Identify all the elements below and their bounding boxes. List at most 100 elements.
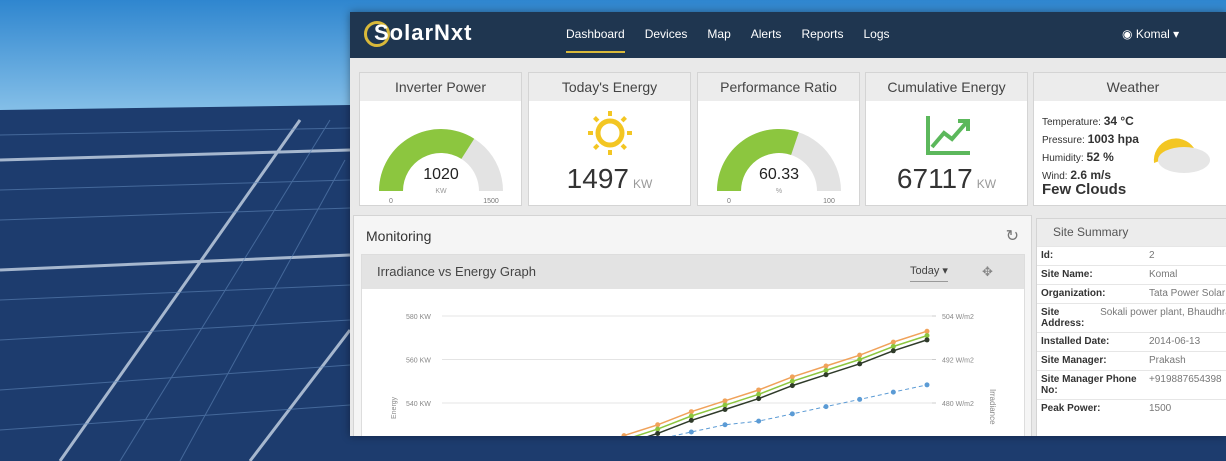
summary-value: 2014-06-13 — [1149, 336, 1201, 347]
summary-value: 1500 — [1149, 403, 1172, 414]
summary-label: Organization: — [1041, 288, 1106, 299]
summary-label: Site Address: — [1041, 307, 1085, 329]
series-line — [670, 384, 928, 436]
series-point — [655, 422, 661, 428]
y-tick-label: 560 KW — [406, 358, 431, 365]
summary-rows: Id: 2 Site Name: Komal Organization: Tata Pow… — [1037, 246, 1226, 418]
series-point — [722, 422, 728, 428]
value: 1497 — [566, 163, 629, 194]
range-select[interactable]: Today ▾ — [910, 261, 948, 282]
weather-value: 2.6 m/s — [1070, 168, 1112, 182]
card-graphic: 60.33% 0 100 — [717, 128, 841, 205]
sun-ray — [620, 143, 627, 150]
nav-item[interactable]: Dashboard — [566, 27, 625, 53]
sun-ray — [620, 116, 627, 123]
gauge-min: 0 — [727, 198, 731, 205]
card-title: Performance Ratio — [698, 73, 859, 101]
series-point — [789, 378, 795, 384]
nav-item[interactable]: Logs — [863, 27, 890, 41]
series-point — [655, 426, 661, 432]
series-point — [722, 398, 728, 404]
nav-item[interactable]: Map — [707, 27, 731, 41]
card-value: 1497 KW — [529, 163, 690, 195]
sun-icon — [595, 118, 625, 148]
series-line — [633, 334, 928, 436]
card: Today's Energy 1497 KW — [528, 72, 691, 206]
user-menu[interactable]: ◉ Komal ▾ — [1122, 27, 1180, 41]
weather-card: Weather Temperature: 34 °C Pressure: 1003… — [1033, 72, 1226, 206]
series-point — [890, 343, 896, 349]
navbar: SolarNxt Dashboard Devices Map Alerts Report… — [350, 12, 1226, 58]
user-name: Komal — [1135, 27, 1170, 41]
series-point — [857, 361, 863, 367]
series-point — [621, 433, 627, 436]
card-title: Cumulative Energy — [866, 73, 1027, 101]
weather-rows: Temperature: 34 °C Pressure: 1003 hpa Humi… — [1042, 113, 1139, 185]
summary-row: Site Name: Komal — [1037, 265, 1226, 284]
y2-tick-label: 504 W/m2 — [942, 314, 974, 321]
series-point — [924, 333, 930, 339]
series-point — [655, 430, 661, 436]
logo[interactable]: SolarNxt — [364, 20, 473, 48]
series-point — [722, 402, 728, 408]
panel-title: Site Summary — [1037, 219, 1226, 246]
sun-ray — [593, 143, 600, 150]
weather-condition: Few Clouds — [1042, 181, 1127, 198]
summary-row: Organization: Tata Power Solar — [1037, 284, 1226, 303]
dashboard: SolarNxt Dashboard Devices Map Alerts Report… — [350, 12, 1226, 436]
panel-title: Monitoring — [366, 228, 432, 244]
weather-icon — [1153, 138, 1210, 173]
summary-value: +919887654398 — [1149, 374, 1222, 385]
y2-tick-label: 480 W/m2 — [942, 401, 974, 408]
summary-label: Site Manager: — [1041, 355, 1107, 366]
series-point — [857, 357, 863, 362]
y2-tick-label: 492 W/m2 — [942, 358, 974, 365]
summary-label: Peak Power: — [1041, 403, 1101, 414]
y-tick-label: 580 KW — [406, 314, 431, 321]
card: Performance Ratio 60.33% 0 100 — [697, 72, 860, 206]
monitoring-panel: Monitoring ↻ Irradiance vs Energy Graph … — [353, 215, 1032, 436]
logo-text: SolarNxt — [374, 20, 473, 45]
gauge-unit: KW — [435, 188, 447, 195]
weather-value: 52 % — [1086, 150, 1114, 164]
summary-label: Installed Date: — [1041, 336, 1110, 347]
series-point — [722, 407, 728, 413]
unit: KW — [976, 177, 997, 191]
weather-label: Pressure: — [1042, 135, 1085, 146]
expand-button[interactable]: ✥ — [982, 264, 993, 279]
series-point — [756, 391, 762, 397]
weather-label: Wind: — [1042, 171, 1068, 182]
summary-value: Sokali power plant, Bhaudhrai — [1100, 307, 1226, 318]
series-point — [857, 396, 863, 402]
series-point — [823, 363, 829, 369]
nav-item[interactable]: Alerts — [750, 27, 782, 41]
card: Inverter Power 1020 KW 0 1500 — [359, 72, 522, 206]
weather-value: 34 °C — [1103, 114, 1134, 128]
trend-icon — [926, 116, 970, 155]
gauge-fill — [717, 128, 799, 191]
nav-item[interactable]: Reports — [801, 27, 844, 41]
card-value: 67117 KW — [866, 163, 1027, 195]
summary-value: Tata Power Solar — [1149, 288, 1226, 299]
weather-label: Temperature: — [1042, 117, 1101, 128]
graph: 580 KW 560 KW 540 KW 504 W/m2 492 W/m2 480 W/… — [391, 314, 997, 436]
y2-axis-label: Irradiance — [988, 389, 997, 425]
card-graphic: 1020 KW 0 1500 — [379, 129, 503, 205]
unit: KW — [632, 177, 653, 191]
range-text: Today — [910, 265, 940, 277]
series-point — [756, 387, 762, 393]
card-title: Today's Energy — [529, 73, 690, 101]
nav-item[interactable]: Devices — [644, 27, 688, 41]
series-point — [823, 372, 829, 378]
summary-value: Komal — [1149, 269, 1178, 280]
menu: Dashboard Devices Map Alerts Reports Logs — [566, 27, 890, 53]
series-point — [756, 396, 762, 402]
gauge-max: 1500 — [483, 198, 499, 205]
weather-row: Wind: 2.6 m/s — [1042, 167, 1139, 185]
card: Cumulative Energy 67117 KW — [865, 72, 1028, 206]
gauge-unit: % — [776, 188, 782, 195]
refresh-button[interactable]: ↻ — [1005, 228, 1019, 245]
graph-header: Irradiance vs Energy Graph Today ▾ ✥ — [362, 255, 1024, 289]
summary-row: Peak Power: 1500 — [1037, 399, 1226, 418]
